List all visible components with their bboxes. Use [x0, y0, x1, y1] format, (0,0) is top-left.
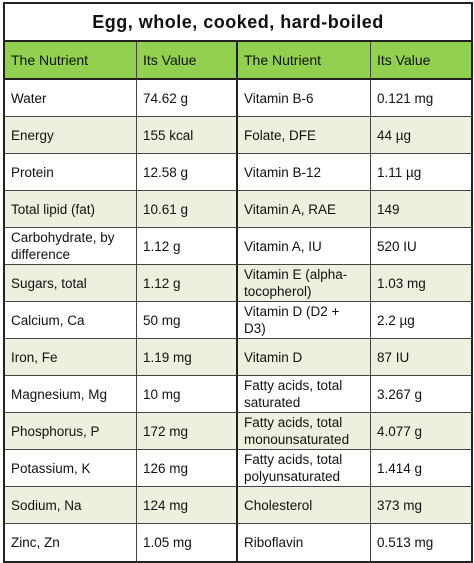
value-cell: 1.05 mg — [137, 524, 238, 561]
value-cell: 1.414 g — [371, 450, 471, 487]
nutrient-cell: Vitamin E (alpha-tocopherol) — [238, 265, 371, 302]
nutrient-cell: Zinc, Zn — [5, 524, 137, 561]
nutrient-cell: Total lipid (fat) — [5, 191, 137, 228]
nutrient-cell: Water — [5, 80, 137, 117]
value-cell: 12.58 g — [137, 154, 238, 191]
nutrient-cell: Energy — [5, 117, 137, 154]
table-row: Water 74.62 g Vitamin B-6 0.121 mg — [5, 80, 471, 117]
header-cell: Its Value — [371, 42, 471, 80]
table-row: Protein 12.58 g Vitamin B-12 1.11 µg — [5, 154, 471, 191]
table-row: Carbohydrate, by difference 1.12 g Vitamin… — [5, 228, 471, 265]
table-body: The Nutrient Its Value The Nutrient Its Val… — [5, 42, 471, 561]
nutrient-cell: Phosphorus, P — [5, 413, 137, 450]
table-row: Sodium, Na 124 mg Cholesterol 373 mg — [5, 487, 471, 524]
value-cell: 2.2 µg — [371, 302, 471, 339]
nutrient-cell: Protein — [5, 154, 137, 191]
value-cell: 172 mg — [137, 413, 238, 450]
nutrient-cell: Vitamin B-6 — [238, 80, 371, 117]
nutrient-cell: Carbohydrate, by difference — [5, 228, 137, 265]
value-cell: 4.077 g — [371, 413, 471, 450]
header-cell: Its Value — [137, 42, 238, 80]
value-cell: 1.12 g — [137, 228, 238, 265]
value-cell: 50 mg — [137, 302, 238, 339]
nutrient-cell: Calcium, Ca — [5, 302, 137, 339]
header-cell: The Nutrient — [5, 42, 137, 80]
table-row: Zinc, Zn 1.05 mg Riboflavin 0.513 mg — [5, 524, 471, 561]
nutrient-cell: Cholesterol — [238, 487, 371, 524]
nutrient-cell: Vitamin A, RAE — [238, 191, 371, 228]
value-cell: 126 mg — [137, 450, 238, 487]
table-row: Sugars, total 1.12 g Vitamin E (alpha-toco… — [5, 265, 471, 302]
value-cell: 0.121 mg — [371, 80, 471, 117]
value-cell: 1.11 µg — [371, 154, 471, 191]
value-cell: 0.513 mg — [377, 535, 434, 550]
value-cell: 373 mg — [371, 487, 471, 524]
nutrition-table: Egg, whole, cooked, hard-boiled The Nutr… — [3, 2, 473, 563]
nutrient-cell: Sugars, total — [5, 265, 137, 302]
nutrient-cell: Fatty acids, total saturated — [238, 376, 371, 413]
nutrient-cell: Sodium, Na — [5, 487, 137, 524]
nutrient-cell: Iron, Fe — [5, 339, 137, 376]
value-cell: 520 IU — [371, 228, 471, 265]
value-cell: 10 mg — [137, 376, 238, 413]
nutrient-cell: Magnesium, Mg — [5, 376, 137, 413]
nutrient-cell: Vitamin A, IU — [238, 228, 371, 265]
nutrient-cell: Vitamin D — [238, 339, 371, 376]
value-cell: 1.19 mg — [137, 339, 238, 376]
nutrient-cell: Folate, DFE — [238, 117, 371, 154]
value-cell: 10.61 g — [137, 191, 238, 228]
value-cell: 3.267 g — [371, 376, 471, 413]
value-cell: 1.03 mg — [371, 265, 471, 302]
table-row: Total lipid (fat) 10.61 g Vitamin A, RAE 14… — [5, 191, 471, 228]
table-row: Magnesium, Mg 10 mg Fatty acids, total sat… — [5, 376, 471, 413]
nutrient-cell: Fatty acids, total polyunsaturated — [238, 450, 371, 487]
nutrient-cell: Riboflavin — [238, 524, 371, 561]
table-row: Iron, Fe 1.19 mg Vitamin D 87 IU — [5, 339, 471, 376]
value-cell: 1.12 g — [137, 265, 238, 302]
nutrient-cell: Vitamin D (D2 + D3) — [238, 302, 371, 339]
nutrient-cell: Vitamin B-12 — [238, 154, 371, 191]
value-cell: 74.62 g — [137, 80, 238, 117]
table-row: Energy 155 kcal Folate, DFE 44 µg — [5, 117, 471, 154]
header-row: The Nutrient Its Value The Nutrient Its Val… — [5, 42, 471, 80]
nutrient-cell: Fatty acids, total monounsaturated — [238, 413, 371, 450]
table-title: Egg, whole, cooked, hard-boiled — [5, 4, 471, 42]
value-cell: 124 mg — [137, 487, 238, 524]
value-cell: 87 IU — [371, 339, 471, 376]
table-row: Potassium, K 126 mg Fatty acids, total pol… — [5, 450, 471, 487]
nutrient-cell: Potassium, K — [5, 450, 137, 487]
value-cell: 44 µg — [371, 117, 471, 154]
value-cell: 155 kcal — [137, 117, 238, 154]
table-row: Calcium, Ca 50 mg Vitamin D (D2 + D3) 2.2 µ… — [5, 302, 471, 339]
table-row: Phosphorus, P 172 mg Fatty acids, total mo… — [5, 413, 471, 450]
value-cell: 149 — [371, 191, 471, 228]
header-cell: The Nutrient — [238, 42, 371, 80]
